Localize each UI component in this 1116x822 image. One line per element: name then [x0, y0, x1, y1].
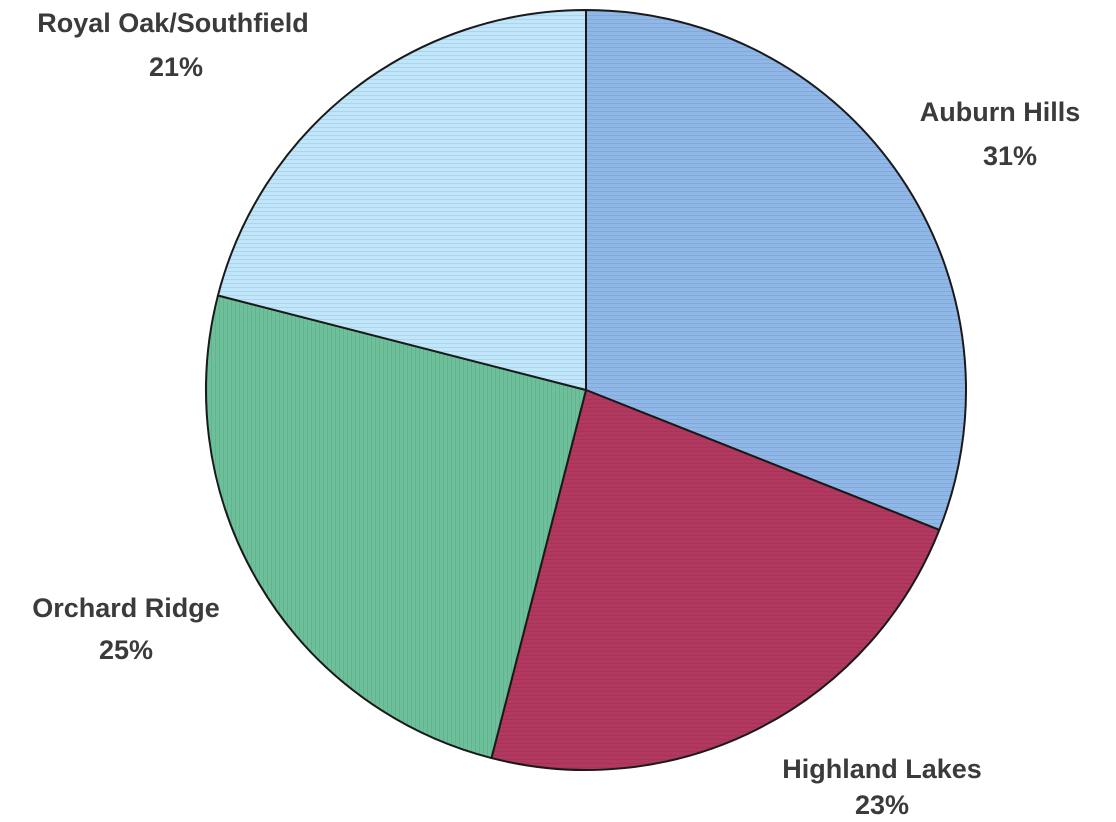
slice-label-group-3: Royal Oak/Southfield 21%	[37, 8, 309, 82]
slice-value-orchard-ridge: 25%	[99, 635, 153, 665]
pie-slices	[205, 9, 968, 771]
pie-slice-texture-royal-oak-southfield	[217, 10, 586, 390]
pie-slice-texture-highland-lakes	[491, 390, 940, 770]
slice-value-auburn-hills: 31%	[983, 141, 1037, 171]
slice-value-royal-oak-southfield: 21%	[149, 52, 203, 82]
slice-label-highland-lakes: Highland Lakes	[782, 754, 982, 784]
slice-label-auburn-hills: Auburn Hills	[920, 97, 1081, 127]
slice-label-royal-oak-southfield: Royal Oak/Southfield	[37, 8, 309, 38]
slice-label-group-0: Auburn Hills 31%	[920, 97, 1081, 171]
slice-label-group-2: Orchard Ridge 25%	[32, 593, 220, 665]
slice-value-highland-lakes: 23%	[855, 790, 909, 820]
slice-label-group-1: Highland Lakes 23%	[782, 754, 982, 820]
pie-slice-texture-auburn-hills	[586, 10, 967, 530]
slice-label-orchard-ridge: Orchard Ridge	[32, 593, 220, 623]
pie-slice-texture-orchard-ridge	[206, 295, 586, 759]
